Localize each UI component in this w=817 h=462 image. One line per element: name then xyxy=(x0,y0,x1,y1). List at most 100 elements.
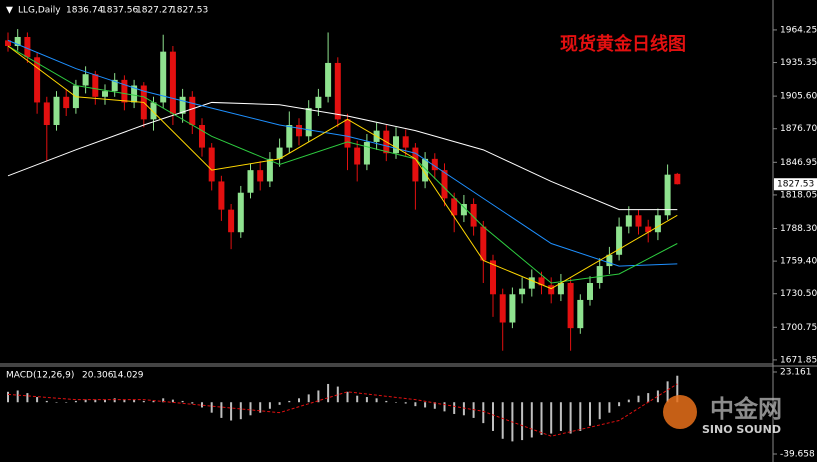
candle-body xyxy=(325,62,332,97)
macd-bar xyxy=(162,398,165,403)
macd-bar xyxy=(113,398,116,403)
macd-bar xyxy=(36,397,39,403)
candle-body xyxy=(189,96,196,126)
candle-body xyxy=(24,36,31,58)
macd-bar xyxy=(676,375,679,403)
candle-body xyxy=(596,266,603,284)
macd-bar xyxy=(230,402,233,421)
candle-body xyxy=(460,204,467,216)
candle-body xyxy=(664,174,671,216)
macd-bar xyxy=(16,390,19,403)
macd-bar xyxy=(443,402,446,412)
macd-bar xyxy=(191,402,194,404)
candle-body xyxy=(266,158,273,182)
macd-bar xyxy=(152,400,155,403)
y-tick-label: 1964.25 xyxy=(780,25,817,35)
macd-bar xyxy=(589,402,591,426)
candle-body xyxy=(363,141,370,165)
dropdown-icon[interactable]: ▼ xyxy=(6,6,13,16)
candle-body xyxy=(567,283,574,329)
candle-body xyxy=(5,40,11,47)
candle-body xyxy=(402,136,409,148)
macd-bar xyxy=(74,400,77,403)
macd-bar xyxy=(123,399,126,403)
macd-bar xyxy=(569,402,572,434)
moving-average xyxy=(7,101,678,211)
macd-bar xyxy=(210,402,213,413)
y-tick-label: -39.658 xyxy=(780,450,815,460)
candle-body xyxy=(451,198,458,216)
macd-bar xyxy=(559,402,562,431)
macd-bar xyxy=(278,402,281,405)
candle-body xyxy=(286,125,293,148)
candle-body xyxy=(160,51,167,103)
candle-body xyxy=(111,79,118,92)
macd-bar xyxy=(356,395,359,403)
y-tick-label: 1671.85 xyxy=(780,355,817,365)
candle-body xyxy=(43,102,50,126)
header-high: 1837.56 xyxy=(101,6,138,16)
macd-bar xyxy=(239,402,242,420)
macd-bar xyxy=(249,402,252,416)
candle-body xyxy=(625,215,632,227)
symbol: LLG,Daily xyxy=(18,6,61,16)
macd-bar xyxy=(365,397,368,403)
macd-bar xyxy=(307,394,310,403)
price-label: 1827.53 xyxy=(777,180,814,190)
moving-average xyxy=(7,45,678,290)
candle-body xyxy=(92,74,99,97)
macd-bar xyxy=(104,399,106,403)
candle-body xyxy=(305,108,312,137)
macd-bar xyxy=(346,391,349,403)
macd-bar xyxy=(501,402,504,439)
candle-body xyxy=(557,283,564,295)
y-tick-label: 1759.40 xyxy=(780,257,817,267)
candle-body xyxy=(296,125,302,137)
macd-bar xyxy=(327,383,330,403)
y-tick-label: 1788.30 xyxy=(780,224,817,234)
candle-body xyxy=(499,294,506,323)
macd-bar xyxy=(453,402,456,414)
candle-body xyxy=(616,226,623,255)
candle-body xyxy=(102,91,108,97)
candle-body xyxy=(344,119,351,148)
candle-body xyxy=(315,96,322,109)
macd-bar xyxy=(45,400,48,403)
candle-body xyxy=(276,147,283,159)
candle-body xyxy=(606,254,613,267)
candle-body xyxy=(218,181,225,210)
candle-body xyxy=(228,209,235,233)
macd-bar xyxy=(656,390,659,403)
macd-bar xyxy=(375,398,378,403)
candle-body xyxy=(150,102,157,120)
macd-bar xyxy=(55,402,58,403)
macd-bar xyxy=(336,386,339,403)
candle-body xyxy=(237,192,244,233)
macd-bar xyxy=(7,391,9,403)
candle-body xyxy=(131,85,138,103)
moving-average xyxy=(7,45,678,284)
watermark: 中金网 xyxy=(710,395,782,423)
candle-body xyxy=(509,294,516,323)
macd-signal-value: 14.029 xyxy=(112,371,144,381)
candle-body xyxy=(645,226,652,233)
candle-body xyxy=(82,74,89,86)
candle-body xyxy=(34,57,41,103)
macd-bar xyxy=(433,402,436,409)
y-tick-label: 1876.70 xyxy=(780,124,817,134)
macd-bar xyxy=(462,402,465,416)
macd-bar xyxy=(26,393,29,403)
candle-body xyxy=(199,125,205,148)
candle-body xyxy=(121,79,128,103)
macd-bar xyxy=(220,402,223,418)
macd-bar xyxy=(133,399,136,403)
chart-title: 现货黄金日线图 xyxy=(560,33,686,55)
macd-bar xyxy=(647,393,650,403)
macd-bar xyxy=(142,400,145,403)
header-low: 1827.27 xyxy=(136,6,173,16)
candle-body xyxy=(654,215,661,233)
macd-bar xyxy=(181,400,184,403)
macd-bar xyxy=(637,395,640,403)
candle-body xyxy=(548,285,555,295)
macd-value: 20.306 xyxy=(82,371,114,381)
